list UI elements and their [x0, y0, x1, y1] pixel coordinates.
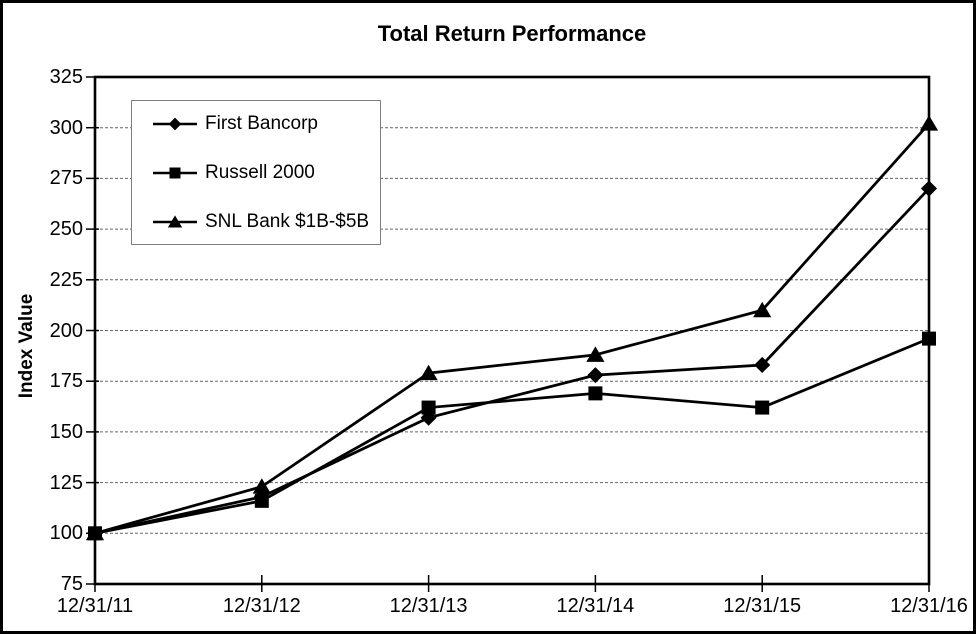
y-tick-label: 100 — [49, 522, 83, 545]
series-line-russell-2000 — [94, 337, 930, 535]
legend-label: SNL Bank $1B-$5B — [205, 211, 370, 232]
series-line-first-bancorp — [94, 187, 930, 535]
data-point-marker — [586, 346, 605, 362]
legend-item: SNL Bank $1B-$5B — [152, 211, 380, 232]
square-legend-marker-icon — [153, 167, 197, 179]
y-tick-label: 150 — [49, 420, 83, 443]
x-tick-label: 12/31/15 — [723, 595, 802, 617]
x-tick-label: 12/31/13 — [389, 595, 468, 617]
y-tick-label: 275 — [49, 167, 83, 190]
y-tick-label: 175 — [49, 370, 83, 393]
data-point-marker — [755, 400, 770, 415]
x-tick-label: 12/31/16 — [890, 595, 968, 617]
y-tick-label: 75 — [60, 573, 83, 595]
x-tick-label: 12/31/14 — [556, 595, 635, 617]
y-tick-label: 225 — [49, 268, 83, 291]
data-point-marker — [753, 301, 772, 318]
data-point-marker — [252, 478, 271, 494]
square-icon — [169, 167, 181, 179]
y-tick-label: 250 — [49, 218, 83, 241]
plot-area — [85, 75, 939, 592]
data-point-marker — [419, 364, 438, 381]
data-point-marker — [421, 400, 436, 415]
data-point-marker — [587, 367, 604, 384]
chart-title: Total Return Performance — [377, 21, 647, 46]
legend-label: First Bancorp — [205, 113, 318, 134]
data-point-marker — [922, 331, 936, 346]
data-point-marker — [588, 386, 603, 401]
legend: First Bancorp Russell 2000 SNL Bank $1B-$5… — [131, 100, 381, 245]
x-tick-label: 12/31/11 — [56, 595, 134, 617]
y-tick-label: 200 — [49, 319, 83, 342]
y-tick-label: 325 — [49, 66, 83, 88]
triangle-legend-marker-icon — [153, 215, 197, 228]
series-line-snl-bank-1b-5b — [94, 122, 931, 535]
data-point-marker — [754, 356, 771, 374]
legend-item: Russell 2000 — [152, 162, 380, 183]
data-point-marker — [254, 493, 269, 508]
data-point-marker — [420, 409, 437, 426]
data-point-marker — [919, 115, 939, 131]
legend-label: Russell 2000 — [205, 162, 315, 183]
diamond-legend-marker-icon — [153, 117, 197, 131]
y-tick-label: 300 — [49, 116, 83, 139]
data-point-marker — [88, 526, 102, 541]
x-tick-label: 12/31/12 — [222, 595, 301, 617]
y-tick-label: 125 — [49, 471, 83, 494]
triangle-icon — [167, 215, 183, 228]
diamond-icon — [168, 117, 182, 131]
data-point-marker — [920, 180, 938, 197]
legend-item: First Bancorp — [152, 113, 380, 134]
